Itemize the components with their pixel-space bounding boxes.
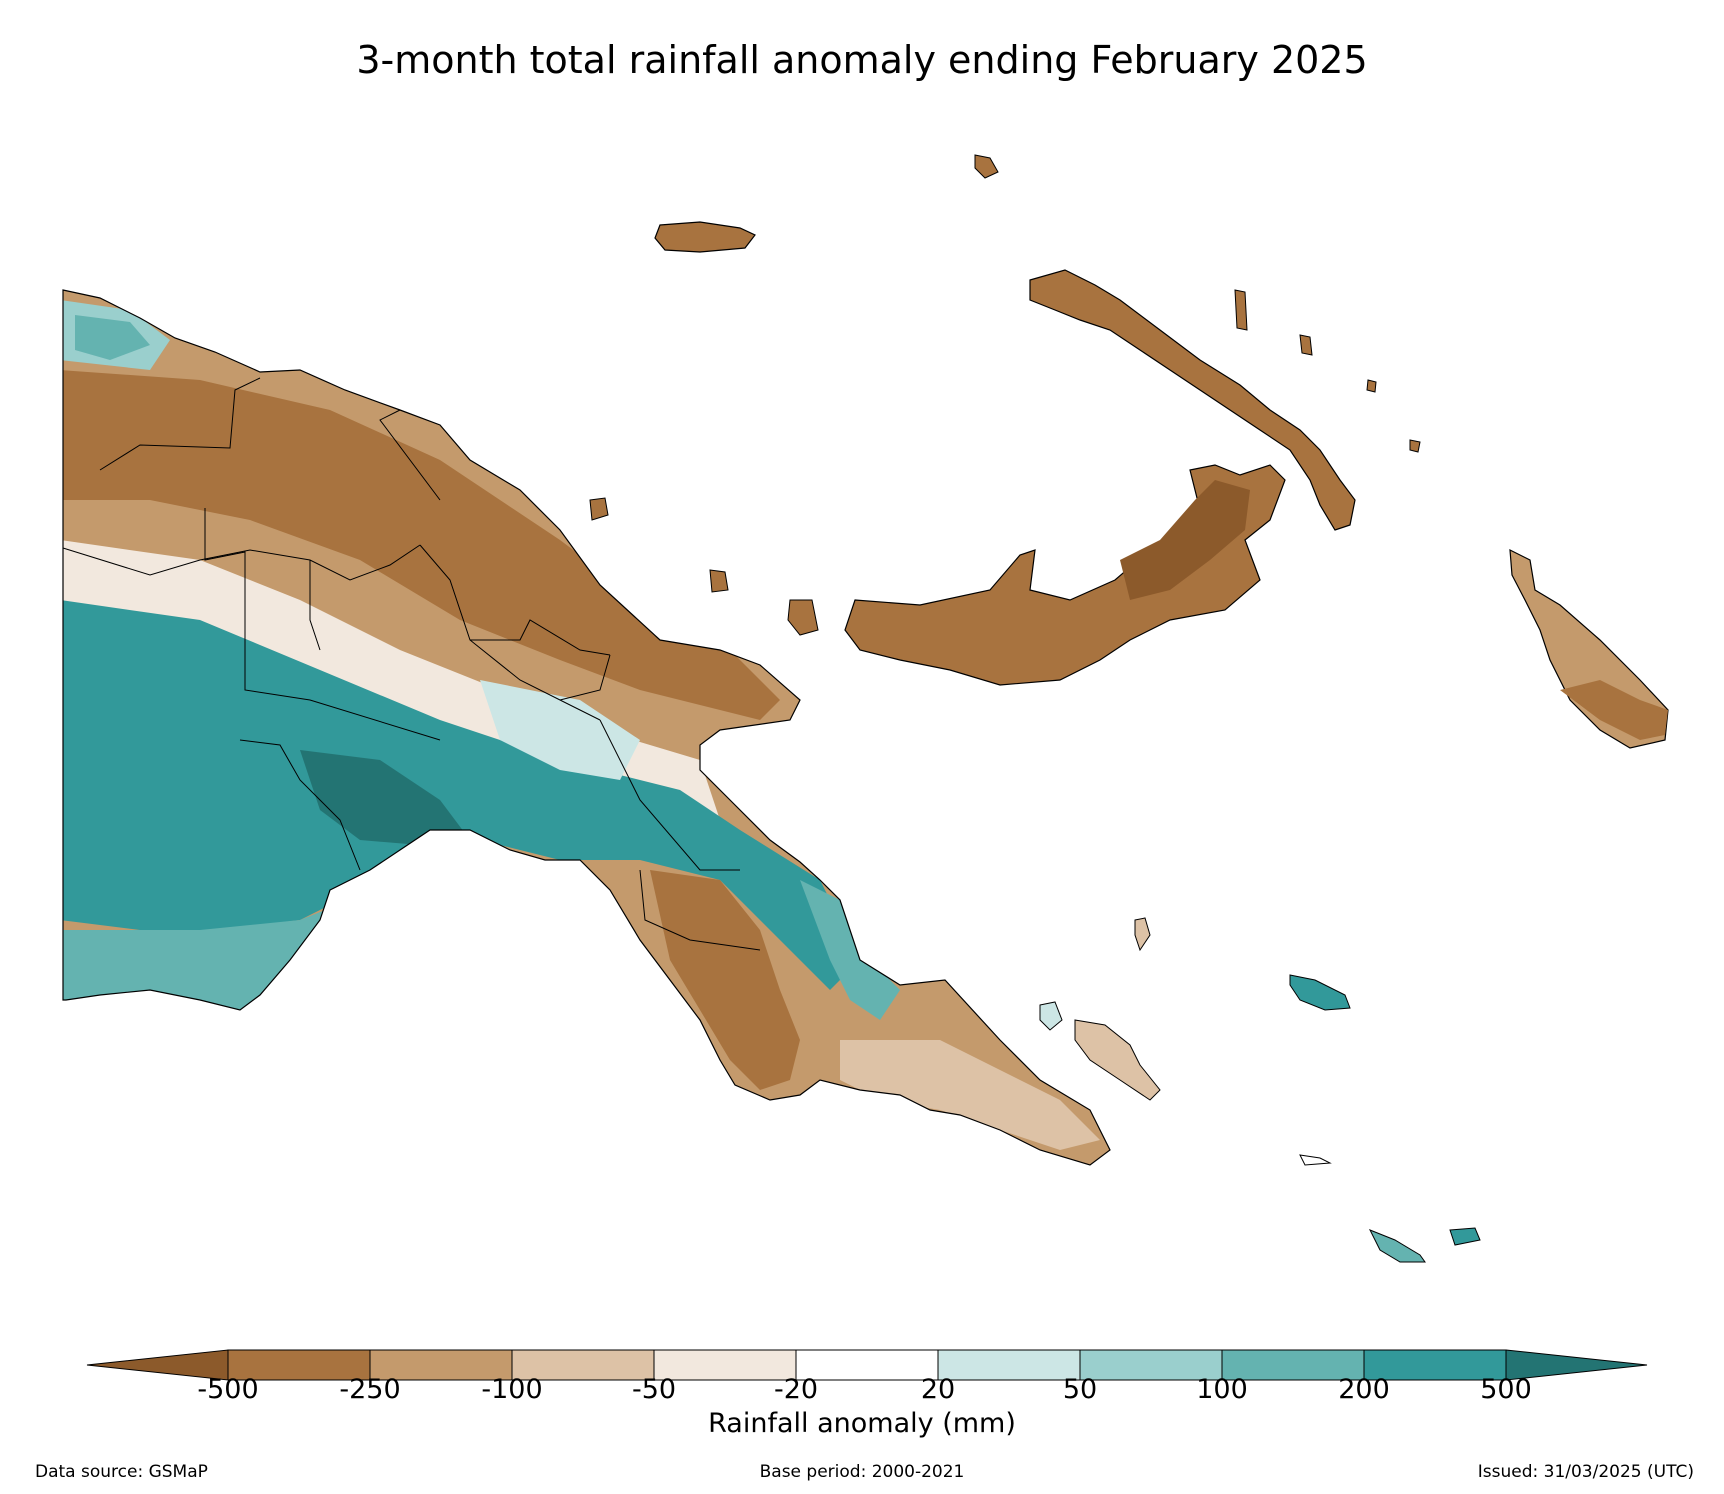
- new-britain: [844, 464, 1286, 686]
- colorbar: [86, 1349, 1648, 1381]
- small-islands: [589, 154, 1421, 636]
- new-ireland: [1029, 269, 1356, 531]
- manus-island: [654, 221, 756, 253]
- northwest-wet-core: [75, 315, 150, 360]
- colorbar-tick: 200: [1338, 1374, 1390, 1405]
- southeast-dry-ridge: [650, 870, 800, 1090]
- colorbar-segment: [1221, 1349, 1365, 1381]
- southeast-coast-light: [840, 1040, 1100, 1150]
- colorbar-segment: [227, 1349, 371, 1381]
- colorbar-tick: -250: [339, 1374, 401, 1405]
- fly-river-core: [300, 750, 470, 845]
- colorbar-segment: [1363, 1349, 1507, 1381]
- bougainville: [1509, 548, 1669, 749]
- east-islands: [1039, 917, 1481, 1263]
- colorbar-tick: 100: [1196, 1374, 1248, 1405]
- province-boundaries: [62, 377, 761, 951]
- southwest-wet-region: [63, 600, 860, 990]
- colorbar-label: Rainfall anomaly (mm): [708, 1408, 1016, 1439]
- colorbar-tick: -100: [481, 1374, 543, 1405]
- colorbar-extend-high: [1505, 1349, 1648, 1381]
- colorbar-tick: 500: [1480, 1374, 1532, 1405]
- data-source-note: Data source: GSMaP: [35, 1462, 208, 1482]
- map-title: 3-month total rainfall anomaly ending Fe…: [356, 38, 1368, 82]
- colorbar-segment: [369, 1349, 513, 1381]
- colorbar-tick: -500: [197, 1374, 259, 1405]
- colorbar-segment: [937, 1349, 1081, 1381]
- colorbar-tick: 50: [1062, 1374, 1098, 1405]
- mainland-new-guinea: [62, 289, 1111, 1166]
- highlands-light-wet: [480, 680, 640, 780]
- base-period-note: Base period: 2000-2021: [759, 1462, 965, 1482]
- mainland-outline: [62, 289, 1111, 1166]
- colorbar-segment: [511, 1349, 655, 1381]
- colorbar-tick: -20: [773, 1374, 819, 1405]
- issued-date-note: Issued: 31/03/2025 (UTC): [1477, 1462, 1694, 1482]
- southeast-wet-strip: [800, 880, 900, 1020]
- colorbar-tick: -50: [631, 1374, 677, 1405]
- colorbar-tick: 20: [920, 1374, 956, 1405]
